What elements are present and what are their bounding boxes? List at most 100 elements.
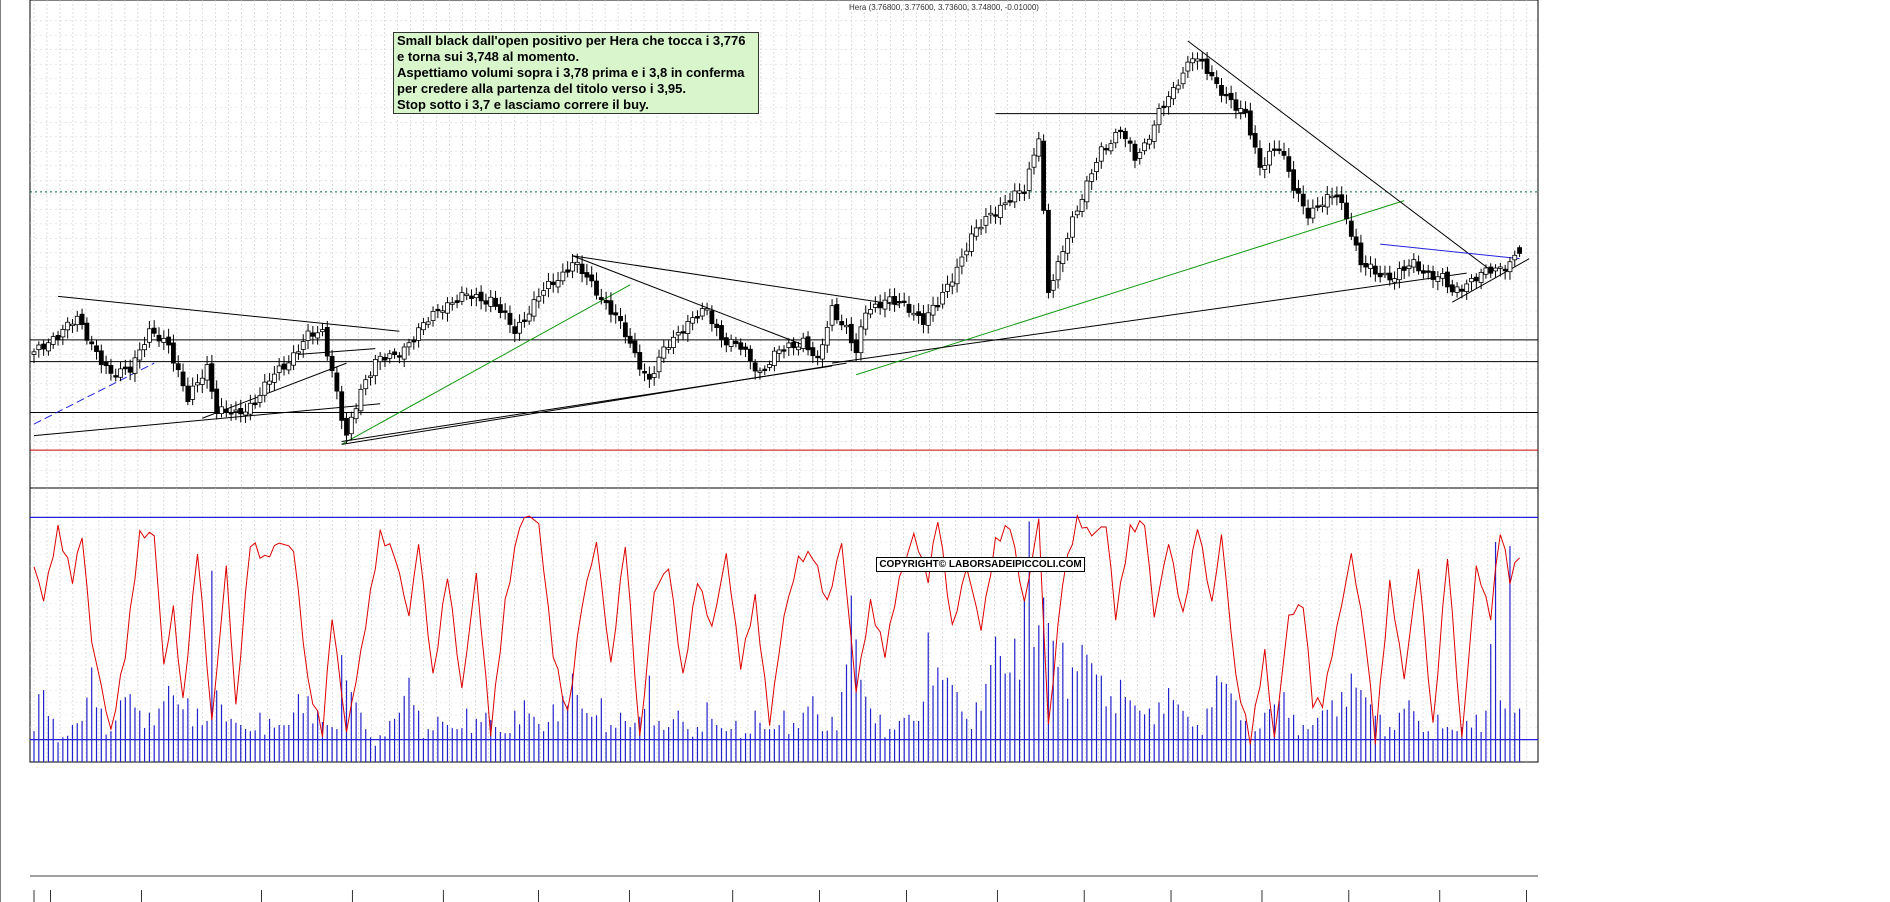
candle-body xyxy=(199,377,205,385)
candle-body xyxy=(1146,138,1152,145)
candle-body xyxy=(267,380,272,385)
candle-body xyxy=(171,342,176,364)
candle-body xyxy=(79,313,85,325)
candle-body xyxy=(945,283,950,292)
candle-body xyxy=(108,365,114,374)
candle-body xyxy=(824,326,830,346)
candle-body xyxy=(632,340,638,354)
candle-body xyxy=(98,350,104,365)
candle-body xyxy=(1036,138,1042,157)
candle-body xyxy=(834,304,840,321)
candle-body xyxy=(560,271,566,282)
candle-body xyxy=(320,329,325,333)
candle-body xyxy=(368,375,373,378)
candle-body xyxy=(1074,210,1080,216)
candle-body xyxy=(84,322,90,341)
candle-body xyxy=(930,304,936,316)
candle-body xyxy=(661,346,667,359)
candle-body xyxy=(767,364,772,368)
candle-body xyxy=(752,362,758,372)
candle-body xyxy=(1199,58,1205,62)
candle-body xyxy=(166,336,172,346)
candle-body xyxy=(699,308,705,317)
candle-body xyxy=(896,301,902,304)
candle-body xyxy=(344,417,349,436)
candle-body xyxy=(204,364,210,381)
candle-body xyxy=(377,355,383,363)
candle-body xyxy=(1300,193,1306,207)
candle-body xyxy=(396,355,402,358)
candle-body xyxy=(118,368,123,378)
candle-body xyxy=(536,296,542,302)
candle-body xyxy=(1449,284,1455,293)
annotation-line: per credere alla partenza del titolo ver… xyxy=(397,81,687,96)
candle-body xyxy=(1171,87,1176,100)
candle-body xyxy=(1156,108,1162,126)
candle-body xyxy=(921,313,926,325)
candle-body xyxy=(1507,261,1513,273)
candle-body xyxy=(1012,190,1018,203)
candle-body xyxy=(493,297,498,307)
candle-body xyxy=(161,338,167,343)
candle-body xyxy=(771,350,777,366)
candle-body xyxy=(810,347,816,357)
candle-body xyxy=(570,262,575,272)
candle-body xyxy=(690,317,696,324)
candle-body xyxy=(1219,84,1224,96)
candle-body xyxy=(1406,265,1412,270)
candle-body xyxy=(728,338,734,347)
candle-body xyxy=(276,365,282,373)
candle-body xyxy=(1416,261,1422,272)
candle-body xyxy=(675,332,681,336)
candle-body xyxy=(1344,202,1349,220)
candle-body xyxy=(1132,143,1138,161)
candle-body xyxy=(1118,129,1123,133)
candle-body xyxy=(1478,272,1484,283)
candle-body xyxy=(329,355,335,372)
candle-body xyxy=(719,325,724,340)
candle-body xyxy=(1396,268,1402,281)
candle-body xyxy=(613,312,619,316)
candle-body xyxy=(60,329,66,338)
candle-body xyxy=(1497,266,1503,269)
candle-body xyxy=(781,349,787,352)
candle-body xyxy=(526,313,532,322)
candle-body xyxy=(680,331,686,334)
candle-body xyxy=(1228,92,1234,101)
candle-body xyxy=(1382,272,1388,276)
candle-body xyxy=(103,361,109,367)
candle-body xyxy=(964,250,970,256)
candle-body xyxy=(502,310,508,313)
trendline xyxy=(1187,40,1492,271)
candle-body xyxy=(1233,99,1239,111)
candle-body xyxy=(127,366,133,373)
candle-body xyxy=(685,321,691,334)
candle-body xyxy=(1271,148,1277,151)
candle-body xyxy=(1296,188,1301,194)
candle-body xyxy=(940,292,946,305)
candle-body xyxy=(656,356,662,373)
oscillator xyxy=(33,513,1520,745)
candle-body xyxy=(65,321,71,331)
candle-body xyxy=(868,309,873,315)
candle-body xyxy=(137,349,143,361)
candle-body xyxy=(1483,267,1489,275)
candle-body xyxy=(180,371,186,387)
annotation-line: Aspettiamo volumi sopra i 3,78 prima e i… xyxy=(397,65,745,80)
candle-body xyxy=(1060,251,1066,265)
candle-body xyxy=(425,321,431,325)
grid xyxy=(0,0,1539,902)
candle-body xyxy=(219,406,224,414)
candle-body xyxy=(339,391,345,421)
candle-body xyxy=(642,371,647,374)
candle-body xyxy=(1094,162,1099,173)
candle-body xyxy=(209,363,215,392)
candle-body xyxy=(1324,194,1330,208)
candle-body xyxy=(1161,105,1167,109)
candle-body xyxy=(286,362,292,371)
candle-body xyxy=(839,321,845,326)
candle-body xyxy=(132,357,138,374)
candle-body xyxy=(1401,266,1407,271)
copyright-label: COPYRIGHT© LABORSADEIPICCOLI.COM xyxy=(876,557,1085,572)
